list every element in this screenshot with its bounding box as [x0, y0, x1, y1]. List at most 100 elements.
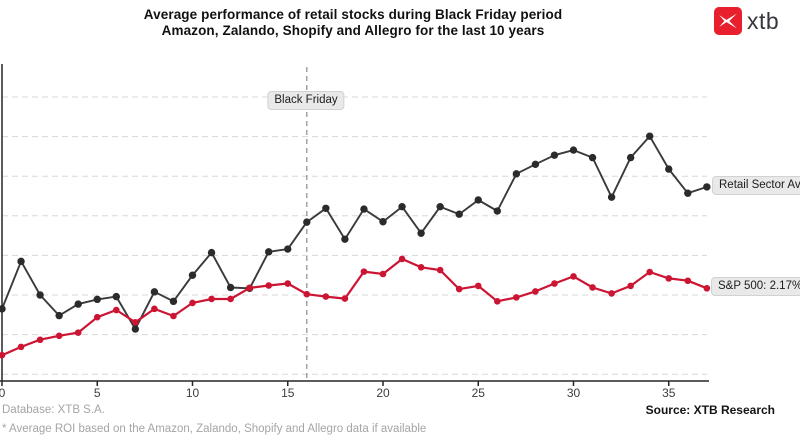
retail-point [512, 170, 521, 178]
sp500-point [436, 266, 444, 274]
sp500-point [684, 277, 692, 285]
retail-point [646, 132, 654, 140]
retail-point [265, 248, 273, 256]
retail-point [398, 202, 406, 211]
retail-point [550, 151, 559, 159]
sp500-point [646, 268, 653, 276]
sp500-point [494, 298, 501, 305]
retail-point [455, 210, 463, 218]
retail-point [322, 204, 330, 212]
retail-line [1, 135, 708, 331]
retail-point [188, 271, 197, 279]
sp500-point [398, 255, 406, 263]
sp500-point [379, 270, 387, 278]
retail-point [703, 183, 711, 191]
xtb-logo: xtb [714, 7, 779, 35]
sp500-point [417, 263, 425, 271]
x-tick-label: 20 [376, 386, 390, 400]
x-tick-label: 25 [472, 386, 486, 400]
retail-point [493, 207, 501, 215]
sp500-point [74, 329, 82, 336]
retail-point [284, 245, 292, 253]
retail-point [303, 218, 311, 226]
retail-point [74, 300, 82, 308]
retail-point [36, 291, 44, 299]
retail-point [17, 257, 25, 266]
retail-point [436, 202, 444, 211]
sp500-point [513, 294, 520, 301]
title-line-2: Amazon, Zalando, Shopify and Allegro for… [161, 22, 545, 38]
sp500-point [322, 293, 330, 300]
x-tick-label: 10 [186, 386, 200, 400]
sp500-point [532, 288, 539, 295]
retail-point [569, 146, 578, 154]
retail-point [474, 196, 482, 204]
x-tick-label: 30 [567, 386, 581, 400]
sp500-point [608, 290, 615, 297]
retail-point [626, 153, 635, 162]
retail-point [226, 283, 235, 292]
retail-point [0, 305, 6, 313]
footer-note: * Average ROI based on the Amazon, Zalan… [2, 423, 427, 435]
retail-point [112, 292, 121, 301]
sp500-point [570, 273, 577, 280]
sp500-point [246, 284, 253, 292]
x-tick-label: 0 [0, 386, 6, 400]
xtb-logo-icon [714, 7, 742, 35]
retail-point [207, 248, 216, 257]
sp500-series-label: S&P 500: 2.17% [711, 277, 800, 296]
retail-point [150, 288, 159, 296]
sp500-point [170, 312, 177, 320]
retail-point [131, 325, 140, 333]
retail-point [607, 193, 616, 201]
x-tick-label: 15 [281, 386, 295, 400]
retail-point [684, 189, 692, 197]
retail-point [169, 297, 178, 306]
page-title: Average performance of retail stocks dur… [0, 7, 706, 38]
sp500-point [113, 306, 120, 314]
sp500-point [189, 299, 196, 307]
sp500-point [36, 336, 44, 344]
retail-point [379, 218, 387, 226]
sp500-point [627, 282, 634, 290]
retail-series-label: Retail Sector Avera [712, 176, 800, 195]
sp500-point [55, 332, 63, 340]
sp500-point [93, 313, 101, 321]
sp500-point [703, 284, 711, 292]
sp500-point [360, 268, 368, 275]
sp500-point [151, 305, 158, 313]
retail-point [588, 153, 597, 162]
retail-point [531, 160, 540, 169]
sp500-line [1, 257, 708, 357]
sp500-point [474, 282, 482, 290]
sp500-point [132, 319, 139, 326]
x-tick-label: 5 [94, 386, 101, 400]
retail-point [55, 311, 63, 320]
retail-point [341, 235, 349, 243]
sp500-point [265, 282, 273, 289]
sp500-point [589, 284, 596, 291]
footer-database: Database: XTB S.A. [2, 404, 105, 416]
sp500-point [303, 290, 311, 298]
xtb-logo-text: xtb [747, 8, 780, 34]
retail-point [417, 229, 425, 237]
sp500-point [665, 275, 673, 282]
retail-point [93, 295, 101, 304]
sp500-point [455, 285, 463, 293]
sp500-point [17, 343, 25, 351]
retail-point [665, 165, 673, 173]
sp500-point [208, 295, 215, 303]
retail-point [360, 205, 368, 213]
sp500-point [0, 351, 6, 359]
xtb-x-glyph [719, 13, 737, 29]
black-friday-annotation: Black Friday [267, 91, 345, 110]
sp500-point [341, 295, 349, 302]
sp500-point [551, 280, 558, 287]
x-tick-label: 35 [662, 386, 676, 400]
title-line-1: Average performance of retail stocks dur… [143, 7, 563, 22]
sp500-point [284, 280, 292, 287]
footer-source: Source: XTB Research [645, 403, 775, 417]
sp500-point [227, 295, 234, 303]
